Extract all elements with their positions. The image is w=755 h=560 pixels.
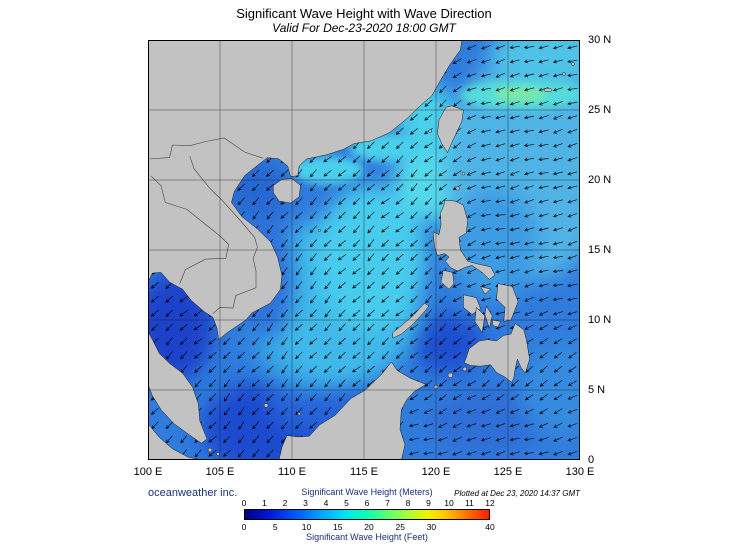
chart-title: Significant Wave Height with Wave Direct… bbox=[236, 6, 492, 21]
legend-feet-label: Significant Wave Height (Feet) bbox=[306, 532, 428, 542]
island-jolo bbox=[447, 372, 454, 378]
lat-tick-label: 15 N bbox=[588, 244, 612, 256]
plotted-timestamp: Plotted at Dec 23, 2020 14:37 GMT bbox=[454, 489, 580, 498]
legend-feet-tick: 15 bbox=[332, 522, 343, 532]
legend-meters-tick: 10 bbox=[444, 498, 454, 508]
legend-feet-tick: 40 bbox=[485, 522, 495, 532]
legend-meters-tick: 0 bbox=[241, 498, 247, 508]
legend-meters-tick: 2 bbox=[282, 498, 288, 508]
legend-meters-tick: 6 bbox=[364, 498, 370, 508]
land-malay-peninsula bbox=[148, 330, 208, 444]
land-mindanao bbox=[463, 323, 530, 383]
legend-meters-tick: 3 bbox=[303, 498, 308, 508]
lat-tick-label: 0 bbox=[588, 454, 595, 466]
island-okinawa bbox=[543, 87, 553, 93]
lat-tick-label: 30 N bbox=[588, 34, 612, 46]
lat-tick-label: 25 N bbox=[588, 104, 612, 116]
island-babuyan bbox=[455, 186, 460, 191]
legend-feet-tick: 25 bbox=[395, 522, 405, 532]
land-masbate bbox=[480, 286, 491, 295]
lon-tick-label: 130 E bbox=[565, 466, 595, 478]
land-mindoro bbox=[440, 270, 455, 290]
map-frame bbox=[148, 40, 580, 460]
lon-tick-label: 100 E bbox=[133, 466, 163, 478]
map-svg bbox=[148, 40, 580, 460]
legend-feet-tick: 30 bbox=[426, 522, 437, 532]
island-basilan bbox=[462, 366, 468, 372]
legend-feet-tick: 0 bbox=[241, 522, 247, 532]
island-natuna bbox=[263, 403, 269, 408]
land-taiwan bbox=[437, 105, 464, 153]
island-paracel bbox=[317, 228, 321, 232]
legend-feet-tick: 10 bbox=[301, 522, 312, 532]
lon-tick-label: 115 E bbox=[350, 466, 378, 478]
island-riau-2 bbox=[216, 452, 220, 456]
land-borneo bbox=[278, 361, 427, 460]
legend-meters-label: Significant Wave Height (Meters) bbox=[301, 487, 433, 497]
legend-meters-tick: 9 bbox=[426, 498, 431, 508]
lon-tick-label: 105 E bbox=[205, 466, 235, 478]
lat-tick-label: 5 N bbox=[588, 384, 606, 396]
land-palawan bbox=[392, 302, 430, 339]
island-anambas bbox=[297, 412, 301, 416]
legend-meters-tick: 12 bbox=[485, 498, 495, 508]
landmasses bbox=[148, 40, 575, 460]
legend-meters-ticks: 0 1 2 3 4 5 6 7 8 9 10 11 12 bbox=[241, 498, 495, 508]
lon-tick-label: 110 E bbox=[278, 466, 306, 478]
land-cebu bbox=[484, 305, 493, 329]
land-samar-leyte bbox=[496, 283, 519, 322]
legend-meters-tick: 1 bbox=[262, 498, 267, 508]
lat-tick-label: 10 N bbox=[588, 314, 612, 326]
island-penghu bbox=[428, 129, 432, 133]
legend-feet-tick: 20 bbox=[364, 522, 374, 532]
island-riau-1 bbox=[207, 447, 213, 453]
legend-color-bar bbox=[244, 509, 490, 520]
island-ryukyu-2 bbox=[571, 62, 575, 66]
legend-meters-tick: 11 bbox=[465, 498, 474, 508]
lon-tick-label: 120 E bbox=[421, 466, 451, 478]
legend-feet-tick: 5 bbox=[272, 522, 278, 532]
legend-feet-ticks: 0 5 10 15 20 25 30 40 bbox=[241, 522, 495, 532]
credit-text: oceanweather inc. bbox=[148, 487, 238, 499]
legend-meters-tick: 5 bbox=[344, 498, 349, 508]
island-ryukyu-1 bbox=[562, 72, 566, 76]
land-asia-mainland bbox=[148, 40, 463, 340]
lon-tick-label: 125 E bbox=[493, 466, 523, 478]
grid-lines bbox=[148, 40, 580, 460]
legend-meters-tick: 7 bbox=[385, 498, 390, 508]
land-bohol bbox=[491, 319, 502, 328]
land-hainan bbox=[273, 178, 301, 204]
island-batan bbox=[461, 172, 466, 176]
land-sumatra bbox=[148, 423, 203, 460]
lat-tick-label: 20 N bbox=[588, 174, 612, 186]
legend-meters-tick: 8 bbox=[405, 498, 411, 508]
chart-subtitle: Valid For Dec-23-2020 18:00 GMT bbox=[272, 21, 456, 35]
legend-meters-tick: 4 bbox=[323, 498, 329, 508]
